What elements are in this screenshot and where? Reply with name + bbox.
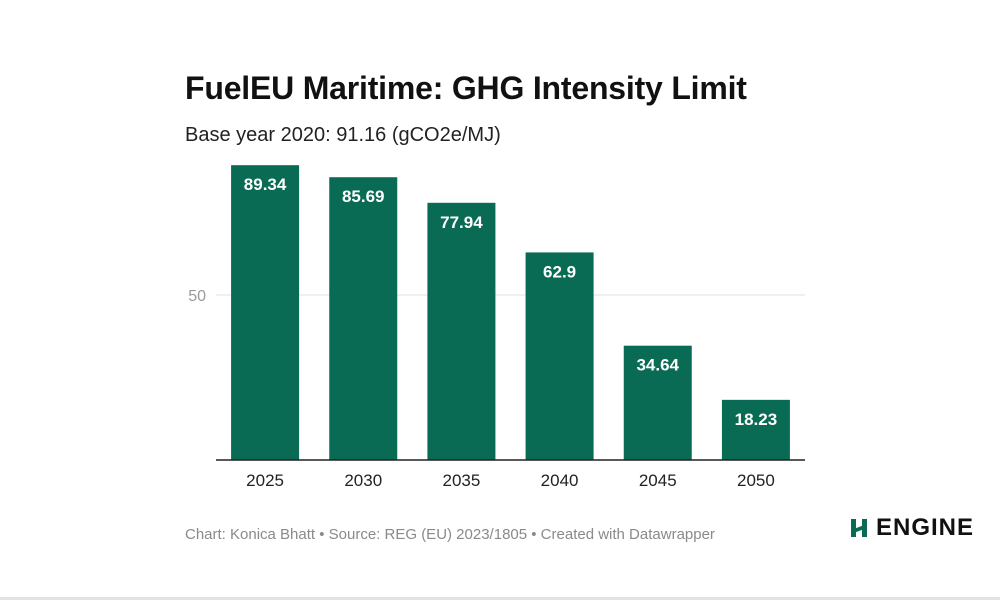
bar-value-label: 34.64 bbox=[636, 356, 679, 375]
bar bbox=[623, 345, 692, 460]
chart-title: FuelEU Maritime: GHG Intensity Limit bbox=[185, 70, 747, 106]
x-tick-label: 2050 bbox=[737, 471, 775, 490]
bar bbox=[721, 399, 790, 460]
bar-value-label: 77.94 bbox=[440, 213, 483, 232]
bar bbox=[231, 165, 300, 461]
x-tick-label: 2030 bbox=[344, 471, 382, 490]
bar-value-label: 62.9 bbox=[543, 262, 576, 281]
bottom-divider bbox=[0, 597, 1000, 600]
chart-subtitle: Base year 2020: 91.16 (gCO2e/MJ) bbox=[185, 124, 501, 146]
y-tick-label: 50 bbox=[188, 288, 206, 305]
chart-credits: Chart: Konica Bhatt • Source: REG (EU) 2… bbox=[185, 526, 715, 543]
x-tick-label: 2025 bbox=[246, 471, 284, 490]
bar bbox=[427, 202, 496, 460]
x-tick-label: 2035 bbox=[443, 471, 481, 490]
bar-value-label: 18.23 bbox=[735, 410, 778, 429]
bar-value-label: 89.34 bbox=[244, 175, 287, 194]
engine-logo-icon bbox=[851, 519, 867, 537]
bar bbox=[525, 252, 594, 460]
bar-value-label: 85.69 bbox=[342, 187, 385, 206]
engine-logo-text: ENGINE bbox=[876, 514, 975, 541]
engine-logo: ENGINE bbox=[848, 514, 974, 542]
x-tick-label: 2040 bbox=[541, 471, 579, 490]
bar bbox=[329, 177, 398, 460]
x-tick-label: 2045 bbox=[639, 471, 677, 490]
